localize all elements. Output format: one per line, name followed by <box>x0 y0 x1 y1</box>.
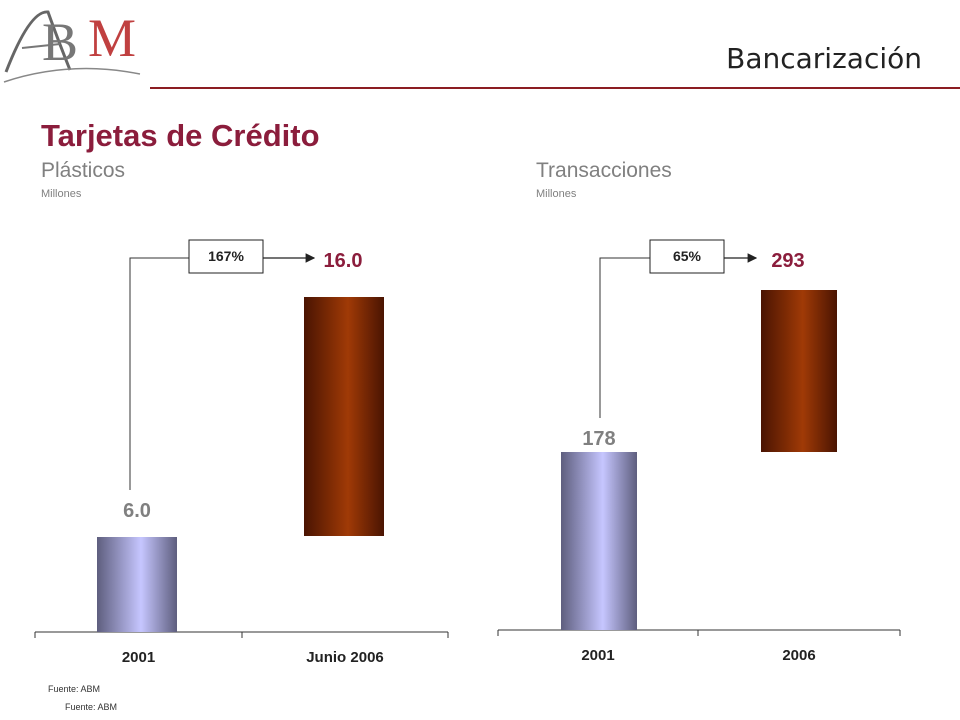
abm-logo: B M <box>3 8 141 83</box>
category-label: 2006 <box>782 647 815 664</box>
growth-box <box>649 239 725 274</box>
data-label: 293 <box>771 250 804 272</box>
section-title: Bancarización <box>726 42 922 75</box>
left-chart-unit: Millones <box>41 188 82 200</box>
category-label: 2001 <box>122 649 155 666</box>
bar-junio-2006 <box>304 297 384 536</box>
slide-title: Tarjetas de Crédito <box>41 118 320 153</box>
bar-2006 <box>761 290 837 452</box>
source-note: Fuente: ABM <box>48 684 101 694</box>
data-label: 178 <box>582 428 615 450</box>
growth-percent: 167% <box>208 248 244 264</box>
svg-text:M: M <box>88 8 136 68</box>
category-label: Junio 2006 <box>306 649 384 666</box>
header-divider <box>150 87 960 89</box>
bar-2001 <box>97 537 177 632</box>
growth-connector <box>599 257 650 418</box>
category-label: 2001 <box>581 647 614 664</box>
right-chart-unit: Millones <box>536 188 577 200</box>
data-label: 16.0 <box>324 250 363 272</box>
svg-text:B: B <box>42 12 78 72</box>
bar-2001 <box>561 452 637 630</box>
right-chart-subtitle: Transacciones <box>536 159 672 182</box>
growth-connector <box>129 257 189 490</box>
source-note: Fuente: ABM <box>65 702 118 712</box>
growth-percent: 65% <box>673 248 702 264</box>
left-chart-subtitle: Plásticos <box>41 159 126 182</box>
data-label: 6.0 <box>123 500 151 522</box>
growth-box <box>188 239 264 274</box>
